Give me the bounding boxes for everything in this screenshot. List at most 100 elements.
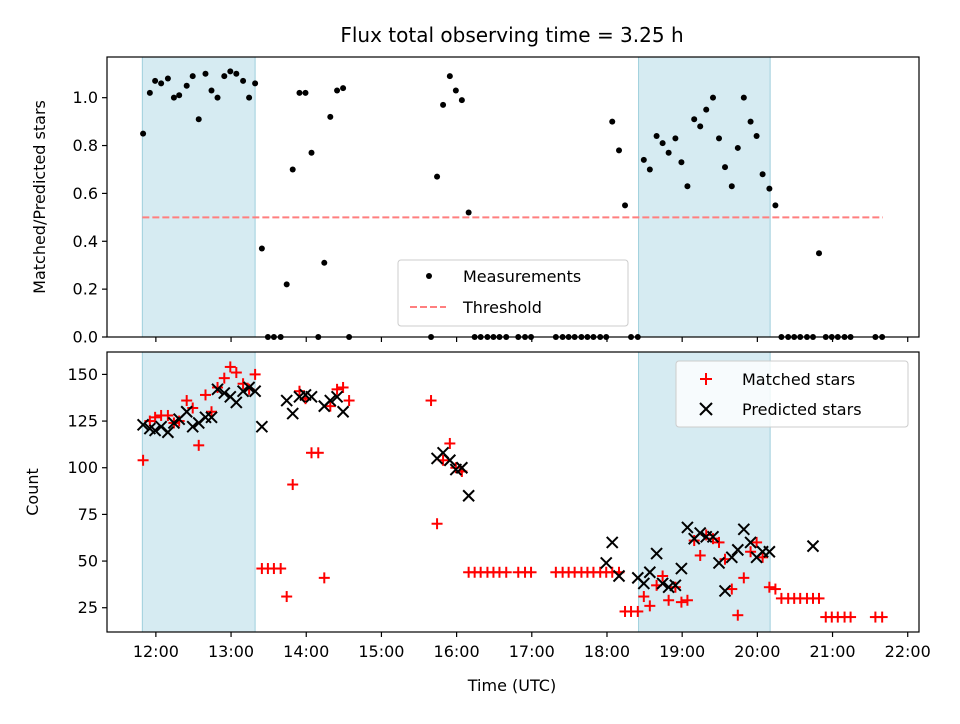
measurement-point <box>183 82 190 89</box>
matched-star-point <box>745 546 757 558</box>
matched-star-point <box>312 447 324 459</box>
predicted-stars-points <box>136 381 820 598</box>
measurement-point <box>152 77 159 84</box>
x-tick-label: 22:00 <box>885 642 931 661</box>
bottom-y-tick-label: 125 <box>67 412 98 431</box>
matched-star-point <box>425 395 437 407</box>
predicted-star-point <box>161 426 175 439</box>
measurement-point <box>465 209 472 216</box>
measurement-point <box>208 87 215 94</box>
legend-threshold-label: Threshold <box>462 298 542 317</box>
legend-measurements-marker <box>426 273 432 279</box>
predicted-star-point <box>455 461 469 474</box>
measurement-point <box>458 97 465 104</box>
measurement-point <box>772 202 779 209</box>
predicted-star-point <box>242 381 256 394</box>
matched-star-point <box>675 596 687 608</box>
matched-star-point <box>876 611 888 623</box>
matched-star-point <box>181 395 193 407</box>
predicted-star-point <box>230 396 243 409</box>
matched-star-point <box>450 462 462 474</box>
matched-star-point <box>206 406 218 418</box>
measurement-point <box>697 123 704 130</box>
predicted-star-point <box>737 523 751 536</box>
matched-star-point <box>657 570 669 582</box>
measurement-point <box>214 94 221 101</box>
measurement-point <box>622 202 629 209</box>
measurement-point <box>684 183 691 190</box>
predicted-star-point <box>167 416 181 430</box>
x-tick-label: 20:00 <box>734 642 780 661</box>
matched-star-point <box>681 594 693 606</box>
matched-star-point <box>688 535 700 547</box>
matched-stars-points <box>137 361 888 623</box>
matched-star-point <box>732 609 744 621</box>
predicted-star-point <box>305 390 318 404</box>
matched-star-point <box>694 549 706 561</box>
top-y-tick-label: 0.6 <box>73 184 98 203</box>
predicted-star-point <box>211 383 224 396</box>
measurement-point <box>164 75 171 82</box>
measurement-point <box>308 149 315 156</box>
matched-star-point <box>318 572 330 584</box>
bottom-legend-box <box>675 360 909 428</box>
matched-star-point <box>632 605 644 617</box>
bottom-x-ticks: 12:00 13:00 14:00 15:00 16:00 17:00 18:00 19:00… <box>133 632 931 661</box>
predicted-star-point <box>731 543 745 557</box>
measurement-point <box>158 80 165 87</box>
matched-star-point <box>757 551 769 563</box>
x-tick-label: 13:00 <box>208 642 254 661</box>
measurement-point <box>753 132 760 139</box>
predicted-star-point <box>462 489 475 502</box>
bottom-legend: Matched stars Predicted stars <box>675 360 909 428</box>
top-legend: Measurements Threshold <box>397 259 629 327</box>
matched-star-point <box>337 381 349 393</box>
predicted-star-point <box>336 405 350 418</box>
bottom-y-tick-label: 25 <box>78 598 98 617</box>
top-y-ticks: 0.0 0.2 0.4 0.6 0.8 1.0 <box>73 88 107 347</box>
top-y-axis-label: Matched/Predicted stars <box>30 100 49 294</box>
matched-star-point <box>331 383 343 395</box>
bottom-y-ticks: 25 50 75 100 125 150 <box>67 365 107 617</box>
predicted-star-point <box>718 584 732 598</box>
bottom-y-tick-label: 100 <box>67 458 98 477</box>
matched-star-point <box>281 591 293 603</box>
matched-star-point <box>444 437 456 449</box>
legend-predicted-label: Predicted stars <box>742 400 862 419</box>
measurement-point <box>434 173 441 180</box>
measurement-point <box>766 185 773 192</box>
measurement-point <box>140 130 147 137</box>
matched-star-point <box>669 581 681 593</box>
matched-star-point <box>287 479 299 491</box>
measurement-point <box>747 118 754 125</box>
figure-title: Flux total observing time = 3.25 h <box>340 23 683 47</box>
matched-star-point <box>212 381 224 393</box>
measurement-point <box>716 135 723 142</box>
matched-star-point <box>275 563 287 575</box>
predicted-star-point <box>725 551 738 564</box>
x-tick-label: 15:00 <box>358 642 404 661</box>
measurement-point <box>146 89 153 96</box>
matched-star-point <box>218 372 230 384</box>
measurement-point <box>659 140 666 147</box>
matched-star-point <box>324 400 336 412</box>
bottom-y-tick-label: 50 <box>78 552 98 571</box>
top-axes-frame <box>106 56 920 338</box>
top-x-ticks <box>155 337 909 342</box>
measurement-point <box>340 85 347 92</box>
bottom-y-tick-label: 150 <box>67 365 98 384</box>
bottom-shaded-interval-0 <box>141 351 256 633</box>
matched-star-point <box>769 583 781 595</box>
matched-star-point <box>638 591 650 603</box>
matched-star-point <box>525 566 537 578</box>
matched-star-point <box>644 600 656 612</box>
measurement-point <box>646 166 653 173</box>
bottom-y-tick-label: 75 <box>78 505 98 524</box>
matched-star-point <box>224 361 236 373</box>
predicted-star-point <box>656 577 669 590</box>
predicted-star-point <box>443 454 457 467</box>
predicted-star-point <box>675 562 688 575</box>
legend-measurements-label: Measurements <box>463 267 581 286</box>
matched-star-point <box>343 395 355 407</box>
